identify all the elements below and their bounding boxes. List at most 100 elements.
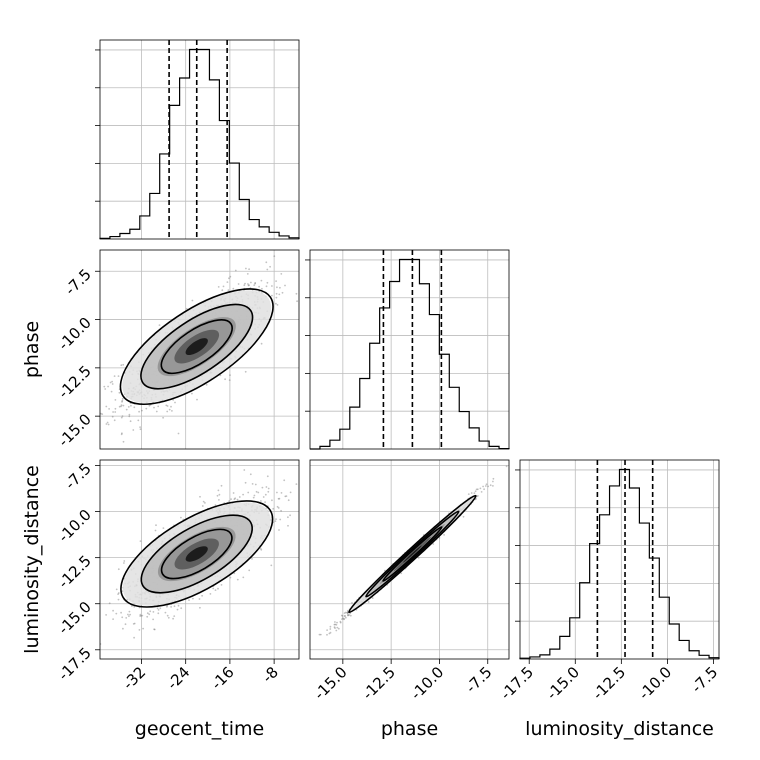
sample-point	[271, 294, 273, 297]
sample-point	[339, 620, 342, 623]
sample-point	[122, 404, 125, 407]
sample-point	[248, 268, 251, 271]
sample-point	[475, 498, 477, 500]
sample-point	[139, 426, 142, 428]
sample-point	[277, 497, 280, 500]
sample-point	[349, 614, 352, 617]
sample-point	[237, 283, 240, 285]
sample-point	[133, 622, 136, 625]
sample-point	[173, 615, 176, 617]
sample-point	[367, 601, 370, 603]
sample-point	[275, 292, 278, 295]
sample-point	[220, 584, 223, 586]
sample-point	[199, 495, 201, 498]
density-contour	[120, 500, 274, 608]
sample-point	[257, 491, 260, 494]
sample-point	[218, 493, 221, 496]
sample-point	[278, 293, 281, 296]
sample-point	[146, 612, 149, 615]
sample-point	[432, 543, 435, 545]
sample-point	[326, 633, 328, 636]
sample-point	[111, 383, 114, 385]
panel-frame	[99, 459, 300, 660]
sample-point	[247, 491, 250, 494]
sample-point	[329, 628, 332, 630]
sample-point	[341, 618, 343, 620]
sample-point	[276, 491, 278, 494]
sample-point	[123, 560, 126, 562]
sample-point	[278, 529, 280, 531]
sample-point	[168, 408, 171, 411]
sample-point	[121, 415, 124, 417]
sample-point	[117, 598, 120, 601]
sample-point	[118, 391, 121, 394]
sample-point	[473, 492, 476, 495]
sample-point	[289, 514, 291, 517]
sample-point	[112, 609, 114, 612]
sample-point	[269, 265, 271, 268]
sample-point	[117, 568, 120, 571]
sample-point	[177, 604, 180, 607]
panel-frame	[309, 249, 510, 450]
sample-point	[260, 500, 262, 502]
sample-point	[346, 611, 349, 614]
sample-point	[139, 613, 142, 616]
sample-point	[132, 623, 135, 625]
sample-point	[475, 488, 478, 491]
sample-point	[251, 558, 253, 560]
sample-point	[347, 614, 349, 617]
sample-point	[174, 401, 176, 404]
density-contour	[160, 319, 233, 375]
histogram-step-phase	[310, 258, 510, 450]
sample-point	[280, 509, 282, 512]
sample-point	[201, 505, 204, 507]
sample-point	[145, 407, 148, 410]
sample-point	[173, 605, 176, 608]
sample-point	[146, 615, 149, 618]
sample-point	[505, 465, 508, 468]
sample-point	[103, 385, 106, 388]
sample-point	[480, 491, 483, 493]
sample-point	[479, 487, 482, 490]
sample-point	[115, 612, 118, 615]
sample-point	[339, 621, 342, 624]
sample-point	[351, 602, 353, 604]
sample-point	[121, 590, 124, 593]
sample-point	[159, 607, 162, 610]
sample-point	[204, 502, 206, 504]
sample-point	[275, 296, 278, 299]
sample-point	[128, 413, 131, 416]
sample-point	[113, 375, 116, 377]
density-contour	[365, 510, 460, 598]
sample-point	[272, 507, 275, 510]
sample-point	[254, 483, 257, 486]
sample-point	[346, 609, 349, 612]
sample-point	[138, 410, 141, 413]
sample-point	[252, 496, 255, 499]
sample-point	[329, 625, 332, 628]
sample-point	[112, 411, 114, 413]
y-axis-label: phase	[21, 321, 43, 378]
sample-point	[156, 607, 159, 610]
sample-point	[125, 617, 128, 619]
sample-point	[334, 623, 337, 626]
density-contour	[119, 288, 274, 406]
sample-point	[242, 493, 245, 496]
density-contour	[160, 528, 233, 580]
sample-point	[152, 618, 155, 621]
sample-point	[261, 287, 263, 290]
sample-point	[229, 576, 232, 579]
sample-point	[333, 626, 336, 628]
sample-point	[265, 261, 268, 264]
sample-point	[371, 597, 374, 599]
sample-point	[230, 498, 233, 500]
sample-point	[347, 613, 349, 615]
sample-point	[273, 255, 276, 258]
sample-point	[122, 440, 125, 443]
sample-point	[492, 485, 494, 487]
density-contour	[140, 303, 254, 390]
sample-point	[166, 614, 169, 617]
sample-point	[140, 615, 143, 617]
